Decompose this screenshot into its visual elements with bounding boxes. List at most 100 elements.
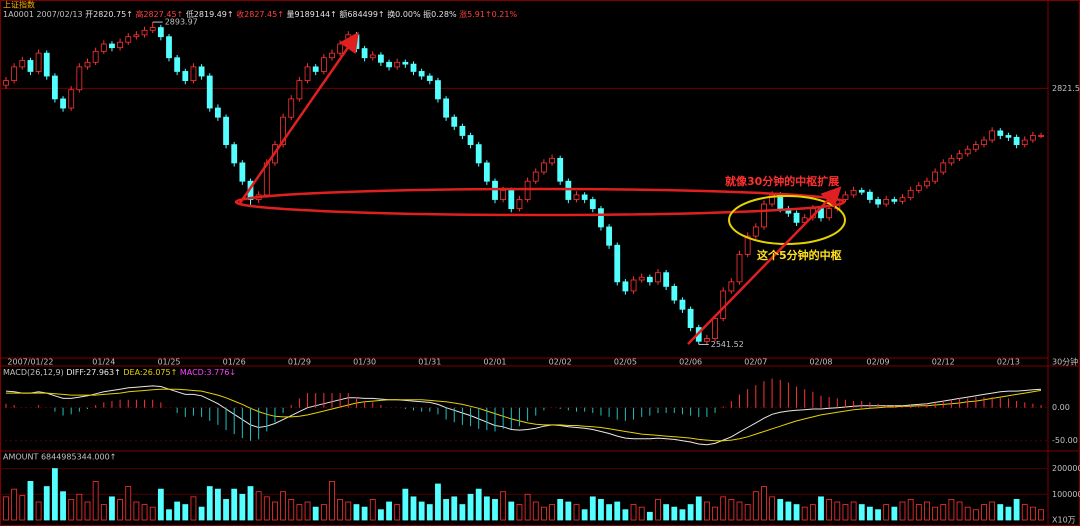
- volume-bar: [508, 501, 515, 521]
- volume-bar: [435, 483, 441, 521]
- candle-body: [1021, 139, 1028, 146]
- volume-bar: [940, 504, 947, 521]
- volume-bar: [964, 506, 971, 521]
- candle-body: [329, 52, 335, 59]
- volume-bar: [915, 504, 922, 521]
- volume-bar: [377, 509, 384, 521]
- candle-body: [377, 54, 384, 63]
- candle-body: [43, 52, 50, 77]
- candle-body: [320, 57, 327, 72]
- volume-bar: [932, 506, 938, 521]
- volume-bar: [581, 509, 588, 521]
- volume-bar: [304, 501, 311, 521]
- candle-body: [915, 185, 922, 191]
- period-label: 30分钟: [1052, 357, 1078, 367]
- x-tick-label: 01/31: [418, 358, 441, 367]
- candle-body: [361, 48, 368, 59]
- volume-bar: [598, 499, 604, 521]
- legend-entry: DEA:26.075↑: [123, 368, 177, 377]
- candle-body: [1005, 135, 1012, 138]
- candle-body: [875, 199, 881, 205]
- candle-body: [52, 75, 58, 100]
- volume-bar: [320, 504, 327, 521]
- volume-bar: [475, 488, 482, 521]
- candle-body: [174, 57, 181, 72]
- legend-entry: MACD:3.776↓: [180, 368, 236, 377]
- volume-bar: [557, 499, 564, 521]
- candle-body: [451, 116, 458, 127]
- volume-bar: [1005, 506, 1012, 521]
- volume-bar: [369, 499, 376, 521]
- volume-bar: [769, 496, 775, 521]
- volume-bar: [793, 504, 800, 521]
- volume-bar: [133, 501, 140, 521]
- candle-body: [736, 253, 743, 283]
- candle-body: [589, 199, 596, 210]
- volume-bar: [761, 486, 767, 521]
- x-tick-label: 2007/01/22: [7, 358, 53, 367]
- candle-body: [426, 75, 433, 81]
- volume-bar: [744, 504, 751, 521]
- volume-bar: [43, 486, 50, 521]
- candle-body: [182, 71, 189, 81]
- candle-body: [394, 61, 401, 68]
- candle-body: [793, 212, 800, 223]
- x-tick-label: 02/01: [483, 358, 506, 367]
- candle-body: [573, 194, 580, 200]
- candle-body: [940, 162, 947, 173]
- volume-bar: [109, 496, 115, 521]
- center-ellipse: [234, 187, 846, 217]
- field: 低2819.49↑: [186, 9, 234, 19]
- volume-bar: [541, 506, 547, 521]
- volume-bar: [875, 509, 881, 521]
- candle-body: [100, 43, 107, 52]
- candle-body: [891, 199, 898, 202]
- field: 涨5.91↑0.21%: [459, 9, 517, 19]
- volume-bar: [777, 499, 784, 521]
- candle-body: [76, 66, 83, 91]
- x-tick-label: 01/25: [157, 358, 180, 367]
- volume-bar: [565, 501, 572, 521]
- header-info: 1A0001 2007/02/13 开2820.75↑ 高2827.45↑ 低2…: [3, 9, 517, 19]
- x-tick-label: 01/30: [353, 358, 376, 367]
- annotation: 这个5分钟的中枢: [757, 248, 842, 262]
- volume-bar: [459, 504, 466, 521]
- volume-bar: [630, 504, 637, 521]
- candle-body: [549, 157, 555, 164]
- candle-body: [687, 308, 694, 328]
- candle-body: [769, 194, 775, 205]
- volume-bar: [867, 506, 873, 521]
- volume-bar: [443, 499, 450, 521]
- volume-bar: [1021, 504, 1028, 521]
- field: 开2820.75↑: [85, 10, 133, 19]
- candle-body: [500, 189, 507, 200]
- candle-body: [899, 197, 906, 202]
- unit-label: X10万: [1052, 516, 1076, 525]
- candle-body: [35, 52, 42, 72]
- x-tick-label: 02/08: [809, 358, 832, 367]
- volume-bar: [956, 501, 963, 521]
- volume-bar: [891, 506, 898, 521]
- volume-bar: [255, 491, 262, 521]
- high-label: 2893.97: [165, 18, 198, 27]
- volume-bar: [671, 506, 678, 521]
- volume-bar: [907, 499, 914, 521]
- volume-bar: [239, 493, 246, 521]
- candle-body: [369, 54, 376, 59]
- candle-body: [92, 50, 99, 63]
- macd-line: [5, 385, 1042, 446]
- candle-body: [166, 36, 172, 59]
- volume-bar: [386, 501, 392, 521]
- volume-bar: [68, 499, 75, 521]
- candle-body: [483, 162, 490, 182]
- volume-bar: [329, 481, 335, 521]
- volume-bar: [27, 481, 34, 521]
- x-tick-label: 02/06: [679, 358, 702, 367]
- candle-body: [565, 180, 572, 200]
- x-tick-label: 02/07: [744, 358, 767, 367]
- candle-body: [744, 235, 751, 255]
- field: 收2827.45↑: [236, 9, 284, 19]
- candle-body: [858, 189, 865, 193]
- candle-body: [630, 279, 637, 292]
- candle-body: [598, 208, 604, 228]
